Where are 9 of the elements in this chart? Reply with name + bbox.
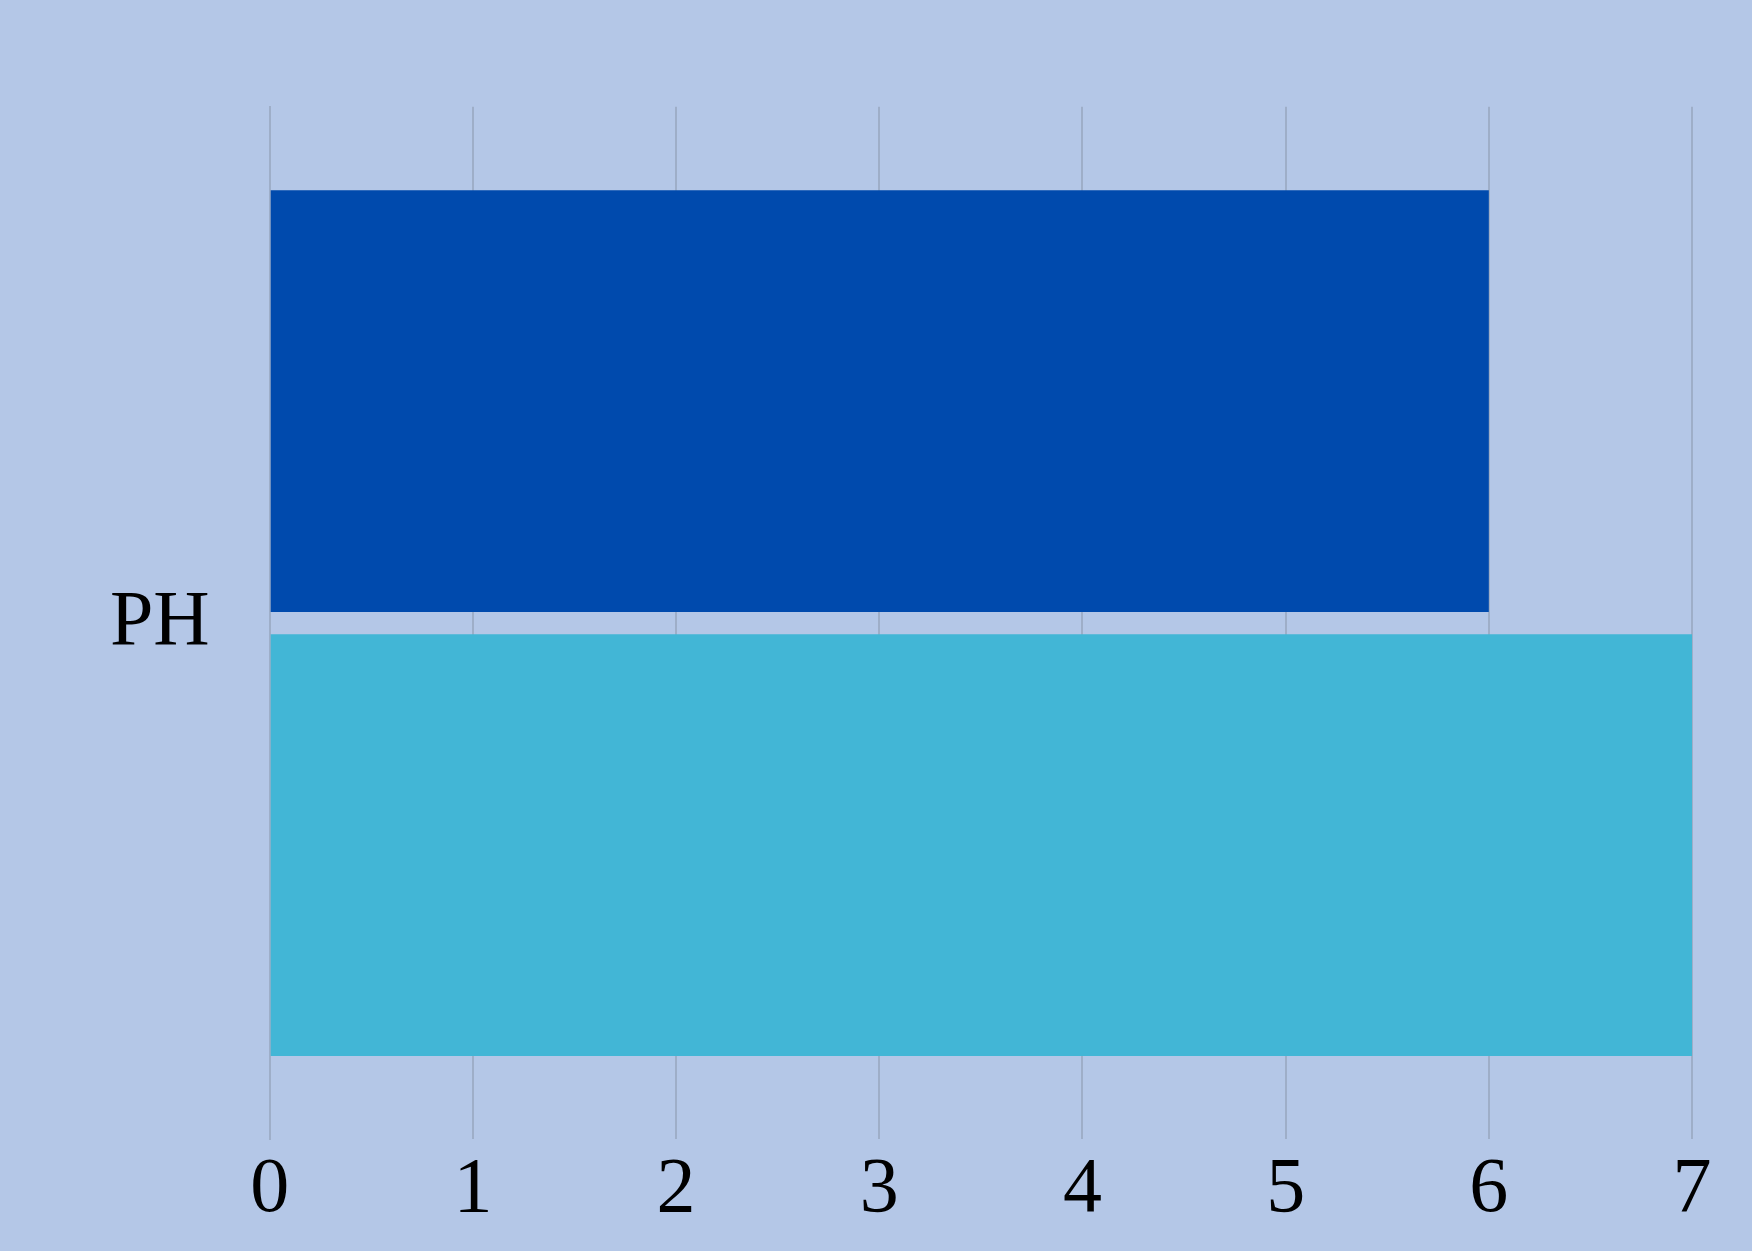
x-tick-label: 5 (1266, 1140, 1306, 1228)
x-tick-label: 1 (453, 1140, 493, 1228)
x-tick-label: 3 (859, 1140, 899, 1228)
y-tick-label: PH (109, 573, 210, 661)
x-tick-label: 2 (656, 1140, 696, 1228)
x-tick-label: 6 (1469, 1140, 1509, 1228)
x-tick-label: 0 (250, 1140, 290, 1228)
x-tick-label: 4 (1062, 1140, 1102, 1228)
x-tick-label: 7 (1672, 1140, 1712, 1228)
